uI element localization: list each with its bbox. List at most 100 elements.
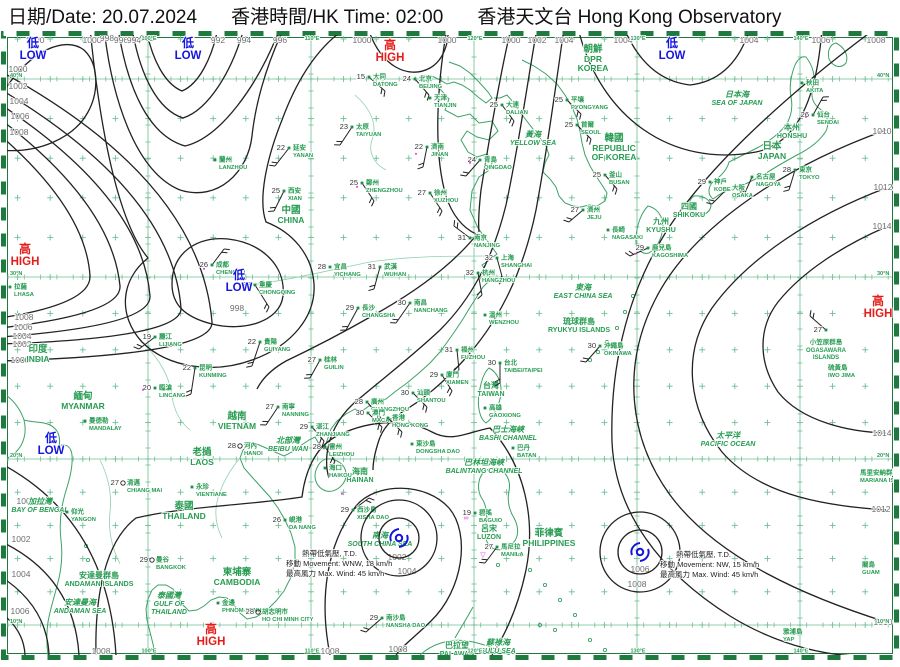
svg-text:WUHAN: WUHAN <box>384 272 406 278</box>
isobar-line <box>763 227 886 433</box>
svg-text:CHINA: CHINA <box>278 215 305 225</box>
isobar-value: 1004 <box>740 35 759 45</box>
station-temp: 22 <box>183 363 191 372</box>
svg-text:HANOI: HANOI <box>244 451 263 457</box>
svg-text:平壤: 平壤 <box>571 95 585 104</box>
svg-text:ANDAMAN ISLANDS: ANDAMAN ISLANDS <box>65 581 134 588</box>
svg-text:杭州: 杭州 <box>482 268 495 277</box>
isobar-line <box>118 30 280 146</box>
svg-text:釜山: 釜山 <box>608 170 622 179</box>
svg-text:BAY OF BENGAL: BAY OF BENGAL <box>11 507 68 514</box>
isobar-value: 1014 <box>873 428 892 438</box>
svg-text:巴拉望: 巴拉望 <box>445 640 469 650</box>
station-dot <box>496 546 499 549</box>
meridian-label: 130°E <box>630 649 645 655</box>
station-temp: 25 <box>555 95 563 104</box>
weather-symbol: ∞ <box>464 515 469 522</box>
station-temp: 25 <box>593 170 601 179</box>
svg-text:峴港: 峴港 <box>289 515 303 524</box>
svg-text:SEOUL: SEOUL <box>581 130 601 136</box>
svg-text:硫黃島: 硫黃島 <box>828 363 848 372</box>
station-dot <box>566 99 569 102</box>
svg-text:CHONGQING: CHONGQING <box>259 290 296 296</box>
svg-text:東京: 東京 <box>799 165 813 174</box>
svg-text:曼德勒: 曼德勒 <box>89 416 109 425</box>
isobar-line <box>692 188 886 510</box>
island <box>558 598 561 601</box>
station-temp: 31 <box>368 262 376 271</box>
island <box>543 583 546 586</box>
svg-text:雷州: 雷州 <box>329 442 342 451</box>
isobar-value: 992 <box>211 35 225 45</box>
station-temp: 23 <box>340 122 348 131</box>
svg-text:巴林坦海峽: 巴林坦海峽 <box>464 458 506 467</box>
svg-text:曼谷: 曼谷 <box>156 555 170 564</box>
svg-text:NANSHA DAO: NANSHA DAO <box>386 623 426 629</box>
tropical-depression-2: 熱帶低氣壓, T.D.移動 Movement: NW, 15 km/h最高風力 … <box>600 512 759 592</box>
svg-text:FUZHOU: FUZHOU <box>461 355 485 361</box>
meridian-label: 110°E <box>305 649 320 655</box>
station-dot <box>351 126 354 129</box>
svg-text:桂林: 桂林 <box>323 355 338 364</box>
svg-text:拉薩: 拉薩 <box>14 282 28 291</box>
station-dot <box>387 417 390 420</box>
station-temp: 27 <box>308 355 316 364</box>
svg-text:低: 低 <box>665 35 678 50</box>
isobar-value: 1008 <box>321 646 340 656</box>
svg-text:KAGOSHIMA: KAGOSHIMA <box>652 253 689 259</box>
isobar-line <box>0 135 90 318</box>
station-dot <box>361 182 364 185</box>
station-temp: 30 <box>588 341 596 350</box>
station-temp: 15 <box>357 72 365 81</box>
svg-text:PACIFIC OCEAN: PACIFIC OCEAN <box>701 441 757 448</box>
svg-text:低: 低 <box>44 430 57 445</box>
svg-text:天津: 天津 <box>434 93 448 102</box>
isobar-value: 1004 <box>10 96 29 106</box>
svg-text:名古屋: 名古屋 <box>756 172 776 181</box>
station-temp: 25 <box>565 120 573 129</box>
svg-text:延安: 延安 <box>292 143 307 152</box>
isobar-value: 994 <box>237 35 251 45</box>
station-dot <box>484 314 487 317</box>
svg-text:LOW: LOW <box>226 282 253 294</box>
svg-text:KOBE: KOBE <box>714 187 731 193</box>
isobar-value: 1000 <box>502 35 521 45</box>
svg-text:QINGDAO: QINGDAO <box>484 165 512 171</box>
station-dot <box>429 192 432 195</box>
station-dot <box>647 247 650 250</box>
station-dot <box>499 362 502 365</box>
island <box>596 350 599 353</box>
svg-text:海南: 海南 <box>352 466 368 476</box>
svg-text:低: 低 <box>232 267 245 282</box>
svg-text:大阪: 大阪 <box>732 183 746 192</box>
svg-text:SHANTOU: SHANTOU <box>417 398 446 404</box>
svg-text:LUZON: LUZON <box>477 534 501 541</box>
station-dot <box>357 307 360 310</box>
svg-text:JINAN: JINAN <box>431 152 448 158</box>
isobar-value: 1002 <box>9 81 28 91</box>
svg-text:CAMBODIA: CAMBODIA <box>214 577 261 587</box>
svg-text:臨滄: 臨滄 <box>159 383 173 392</box>
wind-barb <box>423 147 427 167</box>
svg-text:四國: 四國 <box>681 202 697 211</box>
svg-text:西安: 西安 <box>288 186 302 195</box>
station-temp: 27 <box>571 205 579 214</box>
isobar-value: 1004 <box>12 569 31 579</box>
svg-text:貴陽: 貴陽 <box>264 337 278 346</box>
station-temp: 27 <box>485 542 493 551</box>
svg-text:CHANGSHA: CHANGSHA <box>362 313 396 319</box>
station-dot <box>426 146 429 149</box>
svg-text:KOREA: KOREA <box>578 63 609 73</box>
border-line <box>100 460 120 564</box>
svg-text:XISHA DAO: XISHA DAO <box>357 515 389 521</box>
station-temp: 25 <box>490 100 498 109</box>
station-dot <box>582 209 585 212</box>
